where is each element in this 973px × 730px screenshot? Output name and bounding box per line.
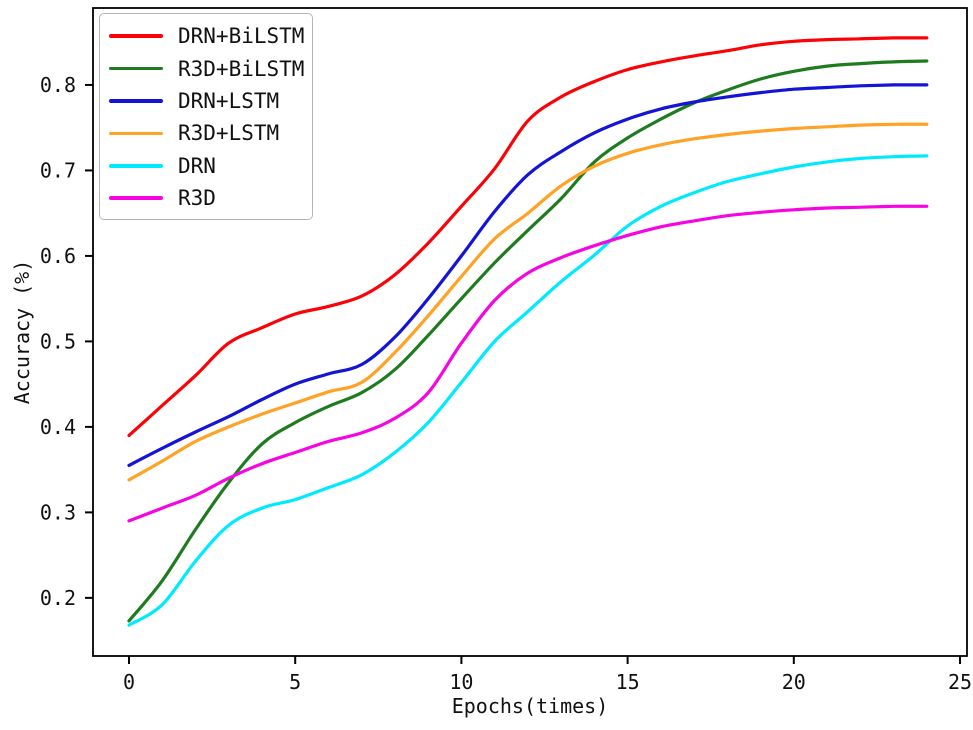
legend-line-swatch [109,196,163,200]
legend-item-drn-bilstm: DRN+BiLSTM [109,20,305,52]
x-tick-label: 25 [948,670,972,694]
legend-item-r3d: R3D [109,182,303,214]
legend-label: DRN [178,153,216,178]
legend-item-r3d-bilstm: R3D+BiLSTM [109,52,305,84]
legend-label: DRN+BiLSTM [178,24,305,49]
y-tick-label: 0.4 [40,415,76,439]
legend-line-swatch [109,131,163,136]
x-tick-label: 20 [782,670,806,694]
series-line-r3d [127,204,929,523]
series-line-drn-lstm [127,83,929,467]
legend-line-swatch [109,163,163,168]
y-tick-label: 0.6 [40,244,76,268]
legend-label: R3D [178,186,216,211]
y-tick-label: 0.5 [40,329,76,353]
x-tick-label: 10 [449,670,473,694]
legend-item-drn: DRN [109,150,303,182]
series-line-r3d-bilstm [127,59,929,623]
x-tick-label: 5 [289,670,301,694]
y-tick-label: 0.2 [40,586,76,610]
legend-line-swatch [109,99,163,103]
series-line-drn-bilstm [127,36,929,437]
legend: DRN+BiLSTM R3D+BiLSTM DRN+LSTM R3D+LSTM DRN R… [99,13,313,221]
series-line-drn [127,154,929,627]
legend-label: DRN+LSTM [178,88,280,113]
y-tick-label: 0.7 [40,158,76,182]
series-line-r3d-lstm [127,122,929,482]
axes-border [92,7,968,657]
y-tick-label: 0.3 [40,500,76,524]
y-axis-label: Accuracy (%) [10,259,34,405]
legend-label: R3D+BiLSTM [178,56,305,81]
y-tick-label: 0.8 [40,73,76,97]
legend-item-r3d-lstm: R3D+LSTM [109,117,303,149]
legend-label: R3D+LSTM [178,121,280,146]
x-axis-label: Epochs(times) [451,694,609,718]
legend-item-drn-lstm: DRN+LSTM [109,85,303,117]
legend-line-swatch [109,66,163,71]
x-tick-label: 0 [123,670,135,694]
legend-line-swatch [109,34,163,38]
x-tick-label: 15 [616,670,640,694]
